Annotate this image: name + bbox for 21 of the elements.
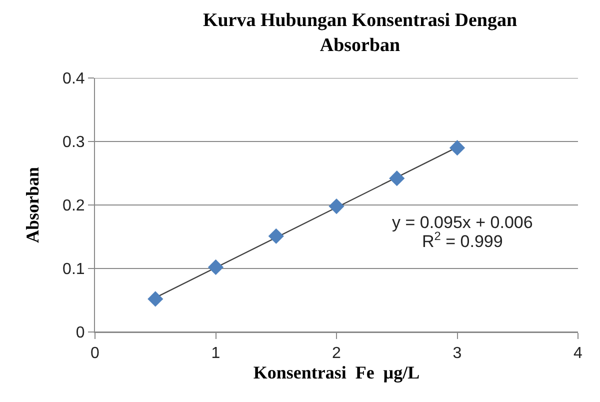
y-tick-label: 0.2 — [62, 198, 85, 215]
annotation: y = 0.095x + 0.006 — [392, 213, 533, 232]
y-tick-label: 0.4 — [62, 70, 85, 88]
x-tick-label: 1 — [211, 345, 220, 362]
chart-title: Kurva Hubungan Konsentrasi Dengan Absorban — [202, 10, 518, 56]
y-tick-label: 0.1 — [62, 261, 85, 278]
y-tick-label: 0 — [76, 324, 85, 342]
x-axis-title: Konsentrasi Fe µg/L — [253, 362, 420, 382]
x-tick-label: 2 — [332, 345, 342, 362]
x-tick-label: 3 — [452, 345, 462, 362]
y-tick-label: 0.3 — [62, 134, 85, 152]
point — [389, 170, 405, 186]
point — [268, 228, 284, 244]
point — [328, 198, 344, 214]
annotation: R$^{2}$ = 0.999 — [422, 229, 503, 252]
x-tick-label: 0 — [90, 345, 100, 362]
x-tick-label: 4 — [574, 345, 583, 362]
point — [208, 259, 224, 276]
y-axis-title: Absorban — [22, 166, 43, 244]
point — [148, 291, 164, 307]
point — [449, 140, 466, 156]
